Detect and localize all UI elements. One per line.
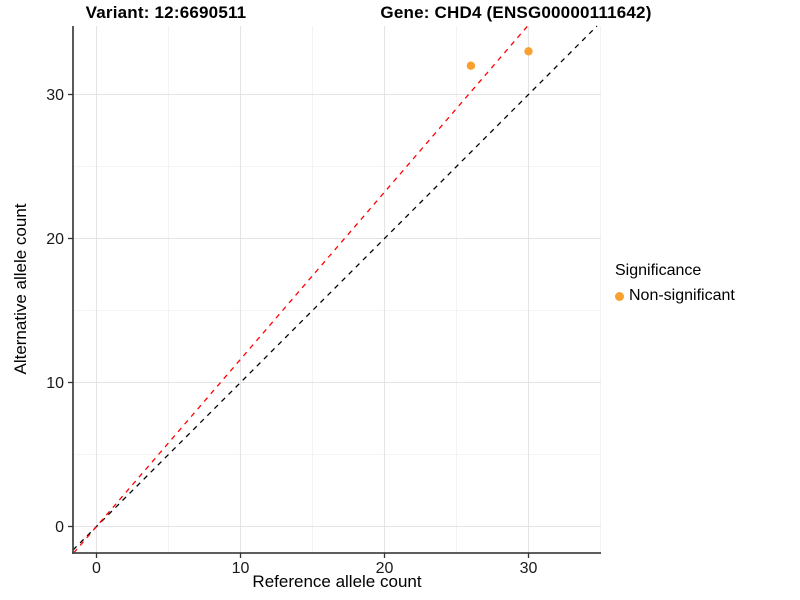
identity-line	[72, 25, 598, 551]
x-axis-title: Reference allele count	[252, 572, 422, 591]
legend-item-non-significant: Non-significant	[615, 287, 735, 305]
legend-point-icon	[615, 291, 624, 301]
expected-ratio-line	[73, 25, 529, 554]
plot-title-gene: Gene: CHD4 (ENSG00000111642)	[380, 3, 652, 22]
plot-title-variant: Variant: 12:6690511	[85, 3, 247, 22]
legend: Significance Non-significant	[615, 262, 735, 305]
y-axis-title: Alternative allele count	[11, 203, 30, 375]
x-tick-label: 20	[376, 560, 394, 577]
data-point	[524, 47, 533, 56]
y-tick-label: 10	[46, 375, 64, 392]
y-tick-label: 20	[46, 231, 64, 248]
legend-item-label: Non-significant	[629, 287, 735, 304]
x-tick-label: 30	[520, 560, 538, 577]
y-tick-label: 0	[55, 519, 64, 536]
data-point	[466, 61, 476, 70]
x-tick-label: 10	[232, 560, 250, 577]
x-tick-label: 0	[92, 560, 101, 577]
legend-title: Significance	[615, 262, 702, 279]
y-tick-label: 30	[46, 87, 64, 104]
